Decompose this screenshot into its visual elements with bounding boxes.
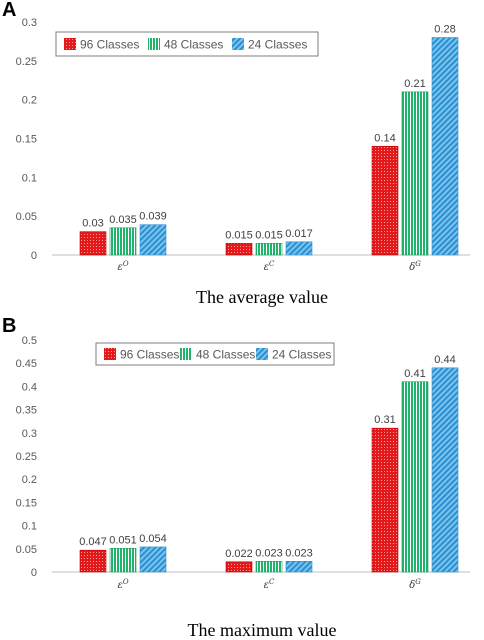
y-tick-label: 0.1 [22, 521, 37, 533]
data-label: 0.035 [109, 214, 137, 226]
y-tick-label: 0.2 [22, 95, 37, 107]
y-tick-label: 0.05 [16, 211, 37, 223]
legend-swatch [148, 38, 160, 50]
bar [401, 381, 429, 573]
category-label: εC [264, 260, 275, 273]
bar [285, 241, 313, 256]
bar [79, 549, 107, 573]
y-tick-label: 0 [31, 250, 37, 262]
bar [401, 91, 429, 256]
bar [431, 367, 459, 573]
y-tick-label: 0.05 [16, 544, 37, 556]
y-tick-label: 0.25 [16, 56, 37, 68]
bar [371, 145, 399, 256]
legend-entry: 96 Classes [120, 348, 179, 362]
bar [109, 227, 137, 256]
data-label: 0.28 [434, 24, 455, 36]
y-tick-label: 0.15 [16, 497, 37, 509]
bar [225, 561, 253, 573]
data-label: 0.023 [285, 547, 313, 559]
data-label: 0.015 [255, 229, 283, 241]
data-label: 0.21 [404, 78, 425, 90]
panel-letter: B [2, 315, 16, 337]
data-label: 0.03 [82, 218, 103, 230]
y-tick-label: 0 [31, 567, 37, 579]
bar [431, 37, 459, 256]
legend-swatch [232, 38, 244, 50]
legend-box [95, 342, 335, 366]
panel-caption: The average value [196, 287, 328, 307]
chart-panel-b: B 0 0.05 0.1 0.15 0.2 0.25 0.3 0.35 0.4 0.45 0.5 0.0… [2, 315, 470, 640]
panel-caption: The maximum value [188, 620, 337, 640]
y-tick-label: 0.45 [16, 358, 37, 370]
category-label: εC [264, 578, 275, 591]
y-tick-label: 0.35 [16, 405, 37, 417]
bar [109, 548, 137, 573]
y-tick-label: 0.25 [16, 451, 37, 463]
legend-swatch [256, 348, 268, 360]
y-tick-label: 0.2 [22, 474, 37, 486]
legend-box [55, 31, 319, 57]
bar [139, 546, 167, 573]
bar [139, 224, 167, 256]
legend-entry: 96 Classes [80, 38, 139, 52]
y-tick-label: 0.3 [22, 428, 37, 440]
data-label: 0.015 [225, 229, 253, 241]
y-tick-label: 0.4 [22, 381, 37, 393]
data-label: 0.039 [139, 211, 167, 223]
legend-swatch [180, 348, 192, 360]
category-label: εO [117, 260, 128, 273]
bar [371, 427, 399, 573]
y-tick-label: 0.5 [22, 335, 37, 347]
panel-letter: A [2, 0, 16, 21]
legend: 96 Classes 48 Classes 24 Classes [95, 342, 335, 366]
y-tick-label: 0.1 [22, 172, 37, 184]
bar [255, 561, 283, 573]
data-label: 0.022 [225, 548, 253, 560]
legend-swatch [104, 348, 116, 360]
bar [285, 561, 313, 573]
data-label: 0.14 [374, 132, 395, 144]
y-tick-label: 0.15 [16, 134, 37, 146]
legend-entry: 48 Classes [196, 348, 255, 362]
bar [255, 243, 283, 256]
category-label: δG [409, 260, 421, 273]
data-label: 0.023 [255, 547, 283, 559]
data-label: 0.017 [285, 228, 313, 240]
data-label: 0.054 [139, 533, 167, 545]
legend-entry: 48 Classes [164, 38, 223, 52]
data-label: 0.41 [404, 368, 425, 380]
category-label: δG [409, 578, 421, 591]
category-label: εO [117, 578, 128, 591]
bar [79, 231, 107, 256]
chart-panel-a: A 0 0.05 0.1 0.15 0.2 0.25 0.3 0.03 0.035 0.039 εO 0… [2, 0, 470, 307]
data-label: 0.051 [109, 534, 137, 546]
data-label: 0.047 [79, 536, 107, 548]
legend-swatch [64, 38, 76, 50]
legend-entry: 24 Classes [272, 348, 331, 362]
legend-entry: 24 Classes [248, 38, 307, 52]
y-tick-label: 0.3 [22, 17, 37, 29]
data-label: 0.31 [374, 414, 395, 426]
bar [225, 243, 253, 256]
data-label: 0.44 [434, 354, 455, 366]
legend: 96 Classes 48 Classes 24 Classes [55, 31, 319, 57]
